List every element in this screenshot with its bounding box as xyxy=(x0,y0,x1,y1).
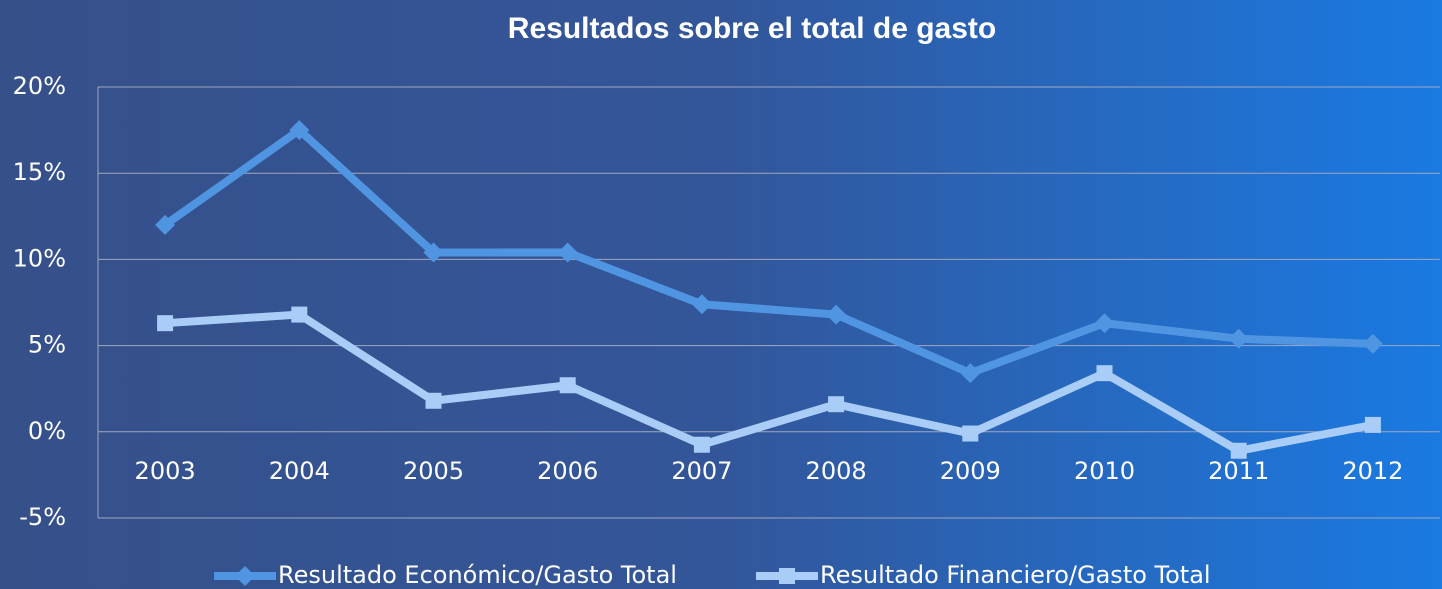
x-tick-label: 2004 xyxy=(269,457,330,485)
series-line xyxy=(164,310,1374,455)
data-point xyxy=(828,396,845,413)
y-tick-label: 0% xyxy=(28,417,66,445)
x-tick-label: 2007 xyxy=(671,457,732,485)
data-point xyxy=(693,436,710,453)
legend-marker xyxy=(235,566,255,586)
data-point xyxy=(423,242,444,263)
data-point xyxy=(691,294,712,315)
legend-label: Resultado Financiero/Gasto Total xyxy=(820,561,1211,589)
data-point xyxy=(289,120,310,141)
legend-marker xyxy=(779,568,795,584)
y-tick-label: -5% xyxy=(19,503,66,531)
y-tick-label: 10% xyxy=(13,244,66,272)
x-tick-label: 2011 xyxy=(1208,457,1269,485)
y-tick-label: 5% xyxy=(28,331,66,359)
data-point xyxy=(960,363,981,384)
x-tick-label: 2010 xyxy=(1074,457,1135,485)
y-tick-label: 15% xyxy=(13,158,66,186)
data-point xyxy=(291,306,308,323)
data-point xyxy=(559,377,576,394)
chart-title: Resultados sobre el total de gasto xyxy=(508,12,996,45)
y-tick-label: 20% xyxy=(13,72,66,100)
x-tick-label: 2003 xyxy=(135,457,196,485)
x-tick-label: 2005 xyxy=(403,457,464,485)
data-point xyxy=(557,242,578,263)
data-point xyxy=(1364,416,1381,433)
series-line xyxy=(162,126,1374,378)
data-point xyxy=(1096,365,1113,382)
x-tick-label: 2012 xyxy=(1342,457,1403,485)
data-point xyxy=(157,315,174,332)
data-point xyxy=(1094,313,1115,334)
data-point xyxy=(425,392,442,409)
data-point xyxy=(1362,333,1383,354)
legend-label: Resultado Económico/Gasto Total xyxy=(278,561,677,589)
data-point xyxy=(155,214,176,235)
x-tick-label: 2008 xyxy=(806,457,867,485)
data-point xyxy=(962,425,979,442)
data-point xyxy=(826,304,847,325)
data-point xyxy=(1228,328,1249,349)
x-tick-label: 2006 xyxy=(537,457,598,485)
data-point xyxy=(1230,442,1247,459)
x-tick-label: 2009 xyxy=(940,457,1001,485)
